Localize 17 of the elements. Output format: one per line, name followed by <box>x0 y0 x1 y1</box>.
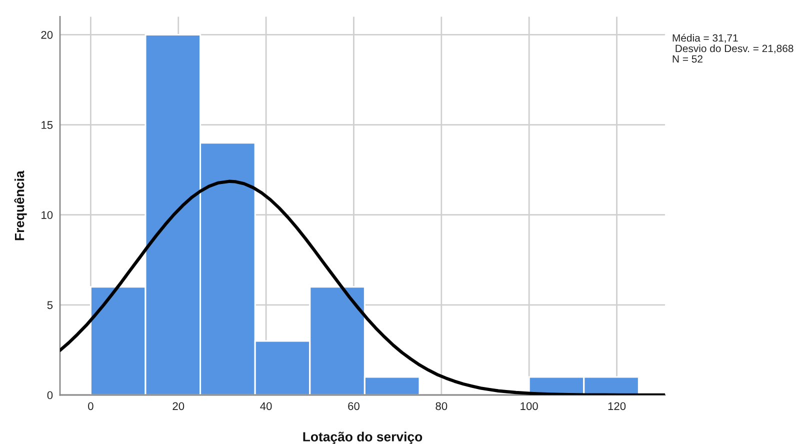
x-tick-label: 60 <box>348 402 360 410</box>
y-tick-label: 15 <box>42 121 53 129</box>
text: N = 52 <box>672 55 702 63</box>
x-tick-label: 20 <box>172 402 184 410</box>
x-tick-label: 100 <box>520 402 538 410</box>
text: Desvio do Desv. = 21,868 <box>676 44 794 54</box>
y-tick-label: 5 <box>47 301 53 310</box>
y-axis-title: Frequência <box>14 170 27 240</box>
y-tick-label: 10 <box>42 211 53 219</box>
text: Média = 31,71 <box>672 34 738 43</box>
x-axis-title: Lotação do serviço <box>303 432 422 444</box>
x-tick-label: 120 <box>608 402 626 410</box>
x-tick-label: 40 <box>260 402 272 410</box>
x-tick-label: 0 <box>88 402 94 410</box>
x-tick-label: 80 <box>436 402 448 410</box>
y-tick-label: 20 <box>41 30 53 39</box>
y-tick-label: 0 <box>47 391 53 400</box>
